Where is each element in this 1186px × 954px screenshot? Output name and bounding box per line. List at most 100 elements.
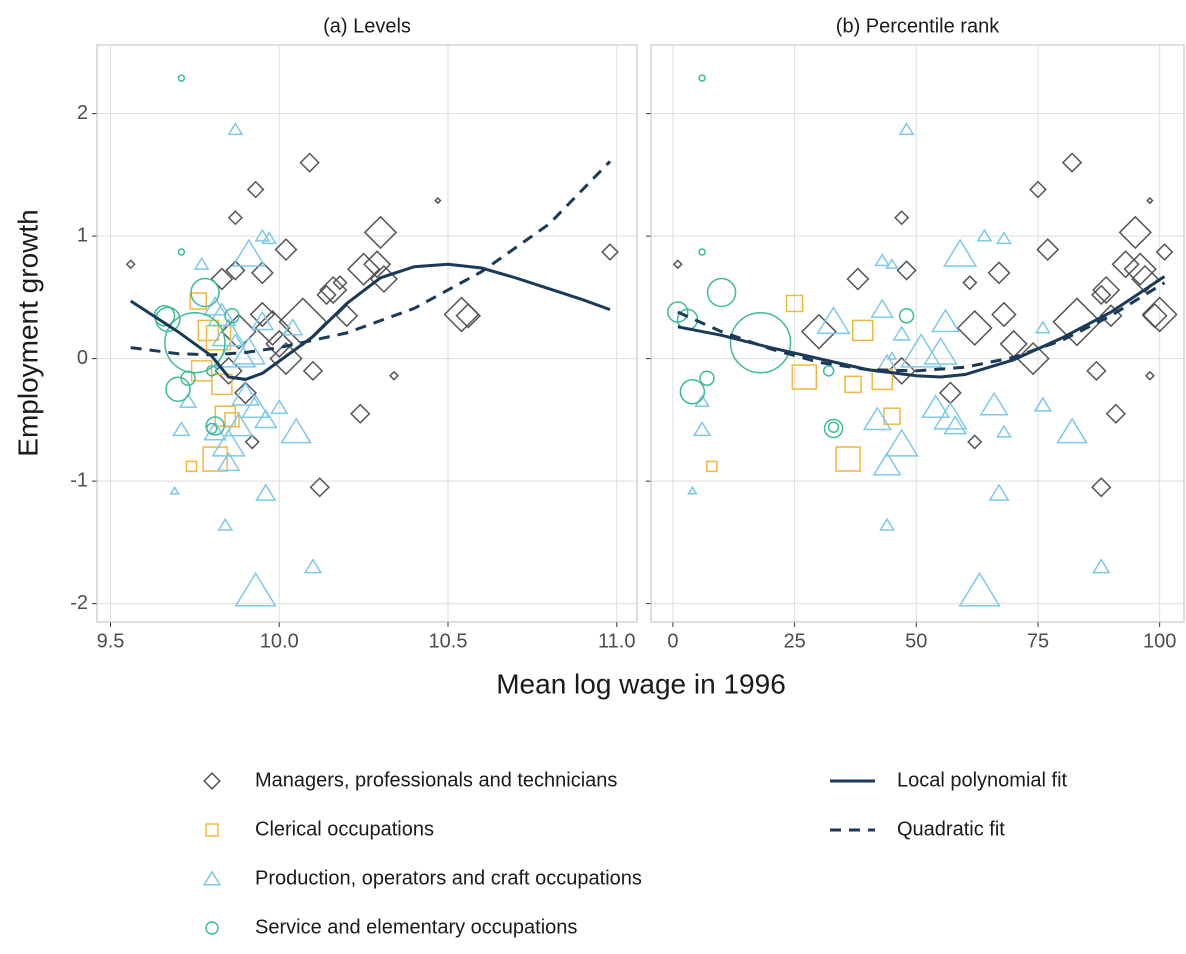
point (177, 74, 186, 82)
point (1029, 180, 1047, 199)
point (894, 210, 910, 226)
point (874, 253, 891, 267)
fit-line (129, 262, 611, 381)
point (1092, 275, 1121, 305)
y-tick-label: 1 (77, 224, 88, 246)
point (269, 341, 303, 376)
y-axis-title: Employment growth (12, 209, 43, 456)
point (706, 460, 718, 473)
point (987, 261, 1011, 285)
x-tick-label: 25 (783, 630, 805, 652)
point (180, 370, 196, 386)
point (601, 243, 619, 261)
point (995, 424, 1012, 438)
point (253, 408, 278, 429)
point (303, 558, 323, 574)
point (261, 231, 278, 245)
point (224, 412, 254, 437)
point (885, 258, 899, 269)
fit-line (677, 281, 1166, 373)
point (165, 376, 191, 402)
point (995, 231, 1012, 245)
panel-title: (b) Percentile rank (836, 15, 1000, 37)
point (255, 483, 277, 501)
point (254, 310, 291, 346)
point (211, 373, 233, 396)
y-tick-label: -1 (70, 469, 88, 491)
point (1086, 360, 1107, 382)
point (898, 307, 915, 324)
point (1141, 296, 1178, 333)
point (1123, 252, 1157, 286)
y-tick-label: -2 (70, 592, 88, 614)
fit-line (130, 160, 612, 357)
point (933, 401, 968, 430)
point (205, 416, 225, 436)
point (698, 248, 706, 256)
point (698, 74, 706, 82)
point (202, 446, 228, 472)
point (827, 421, 840, 433)
point (835, 446, 861, 472)
point (898, 122, 915, 136)
point (178, 392, 198, 409)
point (190, 277, 220, 308)
point (302, 360, 324, 382)
point (280, 417, 312, 444)
point (224, 412, 240, 428)
point (203, 421, 228, 441)
point (1034, 320, 1051, 334)
point (1142, 302, 1168, 329)
x-tick-label: 11.0 (598, 630, 635, 652)
point (1091, 284, 1112, 306)
point (332, 275, 348, 291)
point (269, 398, 289, 415)
point (265, 329, 294, 358)
point (851, 319, 874, 342)
x-tick-label: 75 (1027, 630, 1049, 652)
point (206, 365, 218, 377)
x-tick-label: 10.5 (429, 630, 468, 652)
point (225, 260, 246, 281)
point (1118, 215, 1152, 250)
point (274, 238, 298, 262)
point (1144, 370, 1155, 381)
point (1016, 341, 1050, 376)
point (206, 422, 218, 435)
x-tick-label: 0 (667, 630, 678, 652)
point (791, 364, 818, 390)
point (309, 477, 330, 498)
point (706, 277, 737, 308)
point (816, 306, 851, 335)
y-tick-label: 2 (77, 102, 88, 124)
legend-label: Quadratic fit (897, 818, 1005, 840)
point (346, 252, 381, 286)
point (189, 292, 207, 310)
point (870, 298, 895, 319)
point (1091, 558, 1111, 574)
point (211, 428, 246, 457)
point (250, 310, 275, 331)
point (230, 381, 261, 406)
point (244, 434, 260, 450)
point (169, 485, 180, 495)
point (1061, 152, 1083, 173)
point (231, 336, 267, 365)
x-tick-label: 50 (905, 630, 927, 652)
point (923, 336, 958, 365)
point (299, 152, 320, 173)
legend-swatch (205, 823, 219, 837)
point (896, 260, 917, 281)
point (687, 485, 698, 495)
fit-line (677, 275, 1166, 379)
point (729, 311, 792, 374)
point (214, 333, 257, 368)
point (254, 228, 271, 242)
point (227, 210, 243, 226)
point (958, 571, 1001, 607)
point (241, 394, 271, 418)
point (363, 250, 392, 279)
point (164, 311, 226, 374)
point (822, 365, 835, 377)
point (190, 360, 213, 382)
